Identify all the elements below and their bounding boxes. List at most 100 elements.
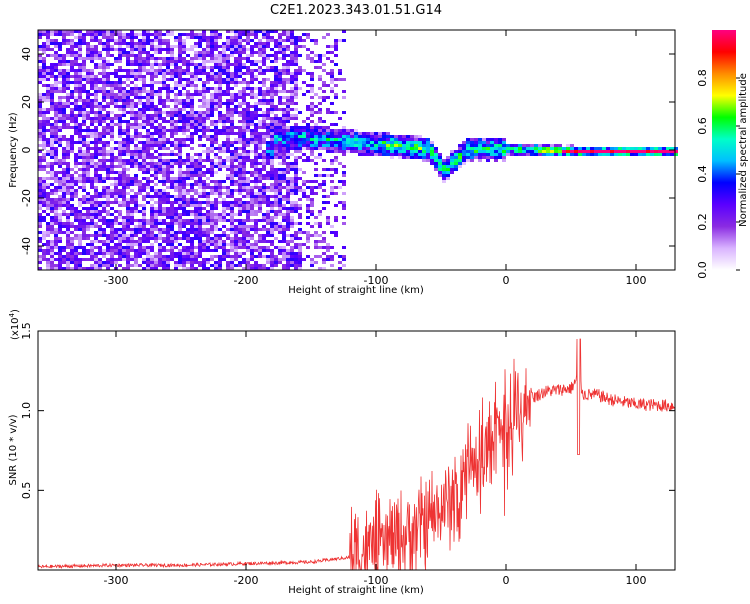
heatmap-cell: [154, 156, 158, 159]
heatmap-cell: [78, 210, 82, 213]
heatmap-cell: [310, 150, 314, 153]
heatmap-cell: [198, 126, 202, 129]
heatmap-cell: [78, 246, 82, 249]
heatmap-cell: [154, 75, 158, 78]
heatmap-cell: [618, 147, 622, 150]
heatmap-cell: [46, 183, 50, 186]
heatmap-cell: [218, 63, 222, 66]
heatmap-cell: [214, 60, 218, 63]
heatmap-cell: [282, 180, 286, 183]
heatmap-cell: [526, 153, 530, 156]
heatmap-cell: [130, 108, 134, 111]
heatmap-cell: [550, 147, 554, 150]
heatmap-cell: [206, 231, 210, 234]
heatmap-cell: [90, 54, 94, 57]
heatmap-cell: [246, 225, 250, 228]
heatmap-cell: [206, 195, 210, 198]
heatmap-cell: [330, 129, 334, 132]
heatmap-cell: [294, 117, 298, 120]
heatmap-cell: [146, 150, 150, 153]
heatmap-cell: [146, 183, 150, 186]
heatmap-cell: [190, 60, 194, 63]
y-tick-label: 1.0: [20, 402, 33, 420]
heatmap-cell: [126, 186, 130, 189]
heatmap-cell: [250, 33, 254, 36]
heatmap-cell: [42, 114, 46, 117]
heatmap-cell: [266, 150, 270, 153]
heatmap-cell: [90, 183, 94, 186]
heatmap-cell: [70, 198, 74, 201]
heatmap-cell: [158, 180, 162, 183]
heatmap-cell: [338, 129, 342, 132]
heatmap-cell: [214, 240, 218, 243]
heatmap-cell: [186, 84, 190, 87]
heatmap-cell: [270, 132, 274, 135]
heatmap-cell: [58, 126, 62, 129]
heatmap-cell: [134, 129, 138, 132]
heatmap-cell: [146, 156, 150, 159]
heatmap-cell: [282, 213, 286, 216]
heatmap-cell: [174, 72, 178, 75]
heatmap-cell: [70, 147, 74, 150]
heatmap-cell: [186, 153, 190, 156]
heatmap-cell: [234, 180, 238, 183]
heatmap-cell: [62, 177, 66, 180]
heatmap-cell: [290, 258, 294, 261]
heatmap-cell: [42, 219, 46, 222]
heatmap-cell: [230, 156, 234, 159]
heatmap-cell: [82, 171, 86, 174]
heatmap-cell: [322, 237, 326, 240]
heatmap-cell: [246, 249, 250, 252]
heatmap-cell: [54, 228, 58, 231]
heatmap-cell: [186, 246, 190, 249]
heatmap-cell: [318, 234, 322, 237]
heatmap-cell: [266, 162, 270, 165]
heatmap-cell: [426, 141, 430, 144]
heatmap-cell: [446, 177, 450, 180]
heatmap-cell: [214, 66, 218, 69]
heatmap-cell: [134, 126, 138, 129]
heatmap-cell: [138, 78, 142, 81]
heatmap-cell: [214, 189, 218, 192]
heatmap-cell: [342, 150, 346, 153]
heatmap-cell: [198, 78, 202, 81]
heatmap-cell: [94, 195, 98, 198]
heatmap-cell: [346, 138, 350, 141]
heatmap-cell: [270, 186, 274, 189]
heatmap-cell: [58, 240, 62, 243]
heatmap-cell: [62, 33, 66, 36]
heatmap-cell: [242, 111, 246, 114]
heatmap-cell: [150, 198, 154, 201]
heatmap-cell: [74, 63, 78, 66]
heatmap-cell: [150, 159, 154, 162]
heatmap-cell: [234, 66, 238, 69]
heatmap-cell: [294, 186, 298, 189]
heatmap-cell: [46, 228, 50, 231]
heatmap-cell: [174, 210, 178, 213]
heatmap-cell: [230, 150, 234, 153]
heatmap-cell: [114, 189, 118, 192]
heatmap-cell: [338, 255, 342, 258]
heatmap-cell: [58, 165, 62, 168]
heatmap-cell: [206, 66, 210, 69]
heatmap-cell: [58, 135, 62, 138]
heatmap-cell: [46, 195, 50, 198]
heatmap-cell: [70, 246, 74, 249]
heatmap-cell: [86, 78, 90, 81]
heatmap-cell: [330, 180, 334, 183]
heatmap-cell: [262, 237, 266, 240]
heatmap-cell: [58, 258, 62, 261]
heatmap-cell: [54, 213, 58, 216]
heatmap-cell: [270, 99, 274, 102]
heatmap-cell: [102, 42, 106, 45]
heatmap-cell: [242, 96, 246, 99]
heatmap-cell: [118, 195, 122, 198]
heatmap-cell: [98, 57, 102, 60]
heatmap-cell: [250, 39, 254, 42]
heatmap-cell: [46, 75, 50, 78]
heatmap-cell: [198, 117, 202, 120]
heatmap-cell: [78, 201, 82, 204]
heatmap-cell: [234, 228, 238, 231]
heatmap-cell: [46, 123, 50, 126]
heatmap-cell: [58, 252, 62, 255]
